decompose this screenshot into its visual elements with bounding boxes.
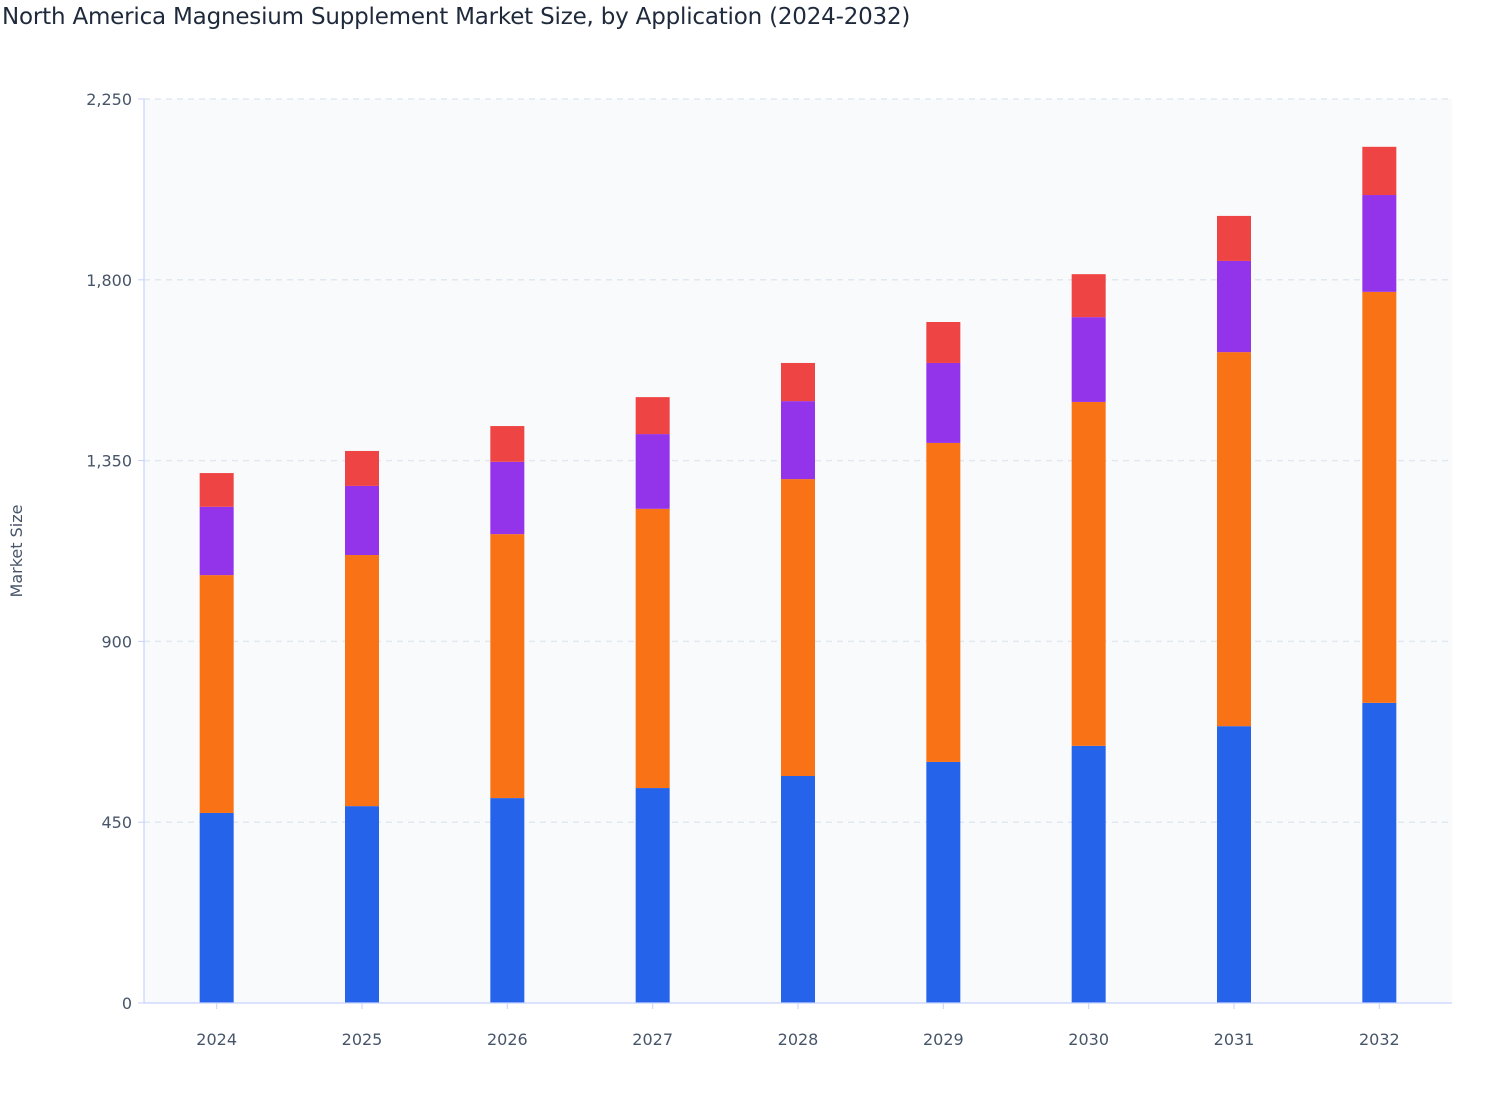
y-tick-label: 1,350 bbox=[86, 452, 132, 471]
bar-segment-series-2-2029 bbox=[926, 442, 961, 762]
bar-segment-series-2-2026 bbox=[490, 534, 525, 799]
y-tick-label: 900 bbox=[101, 632, 132, 651]
y-tick-label: 1,800 bbox=[86, 271, 132, 290]
y-axis-label: Market Size bbox=[7, 505, 26, 598]
x-tick-label: 2028 bbox=[778, 1030, 819, 1049]
bar-segment-series-4-2032 bbox=[1362, 146, 1397, 196]
bar-segment-series-3-2024 bbox=[199, 506, 234, 576]
bar-segment-series-3-2032 bbox=[1362, 195, 1397, 292]
bar-segment-series-1-2029 bbox=[926, 761, 961, 1003]
bar-segment-series-3-2031 bbox=[1217, 260, 1251, 353]
y-tick-label: 2,250 bbox=[86, 90, 132, 109]
bar-segment-series-3-2030 bbox=[1071, 317, 1106, 402]
x-tick-label: 2024 bbox=[196, 1030, 237, 1049]
x-tick-label: 2032 bbox=[1359, 1030, 1400, 1049]
bar-segment-series-1-2032 bbox=[1362, 702, 1397, 1003]
bar-segment-series-4-2025 bbox=[345, 450, 379, 486]
x-tick-label: 2031 bbox=[1214, 1030, 1255, 1049]
bar-segment-series-3-2029 bbox=[926, 362, 961, 443]
y-tick-label: 450 bbox=[101, 813, 132, 832]
bar-segment-series-3-2027 bbox=[635, 434, 670, 509]
bar-segment-series-3-2026 bbox=[490, 461, 525, 535]
chart-title: North America Magnesium Supplement Marke… bbox=[2, 4, 911, 30]
bar-segment-series-4-2027 bbox=[635, 397, 670, 435]
bar-segment-series-1-2025 bbox=[345, 806, 379, 1003]
x-tick-label: 2026 bbox=[487, 1030, 528, 1049]
bar-segment-series-2-2032 bbox=[1362, 291, 1397, 703]
x-tick-label: 2029 bbox=[923, 1030, 964, 1049]
bar-segment-series-1-2031 bbox=[1217, 726, 1251, 1003]
bar-segment-series-2-2031 bbox=[1217, 352, 1251, 727]
bar-segment-series-4-2031 bbox=[1217, 215, 1251, 261]
bar-segment-series-1-2026 bbox=[490, 798, 525, 1003]
bar-segment-series-4-2026 bbox=[490, 426, 525, 462]
x-tick-label: 2030 bbox=[1068, 1030, 1109, 1049]
bar-segment-series-4-2029 bbox=[926, 321, 961, 363]
bar-segment-series-3-2025 bbox=[345, 485, 379, 556]
bar-segment-series-1-2028 bbox=[781, 775, 815, 1003]
x-tick-label: 2027 bbox=[632, 1030, 673, 1049]
bar-segment-series-4-2028 bbox=[781, 362, 815, 402]
x-tick-label: 2025 bbox=[342, 1030, 383, 1049]
bar-segment-series-2-2027 bbox=[635, 508, 670, 789]
bar-segment-series-2-2025 bbox=[345, 555, 379, 807]
bar-segment-series-4-2024 bbox=[199, 473, 234, 507]
bar-segment-series-4-2030 bbox=[1071, 274, 1106, 318]
bar-segment-series-2-2030 bbox=[1071, 401, 1106, 746]
bar-segment-series-2-2024 bbox=[199, 575, 234, 813]
bar-segment-series-1-2024 bbox=[199, 812, 234, 1003]
bar-segment-series-3-2028 bbox=[781, 401, 815, 480]
bar-segment-series-1-2030 bbox=[1071, 745, 1106, 1003]
bar-segment-series-1-2027 bbox=[635, 788, 670, 1003]
y-tick-label: 0 bbox=[122, 994, 132, 1013]
bar-segment-series-2-2028 bbox=[781, 479, 815, 776]
